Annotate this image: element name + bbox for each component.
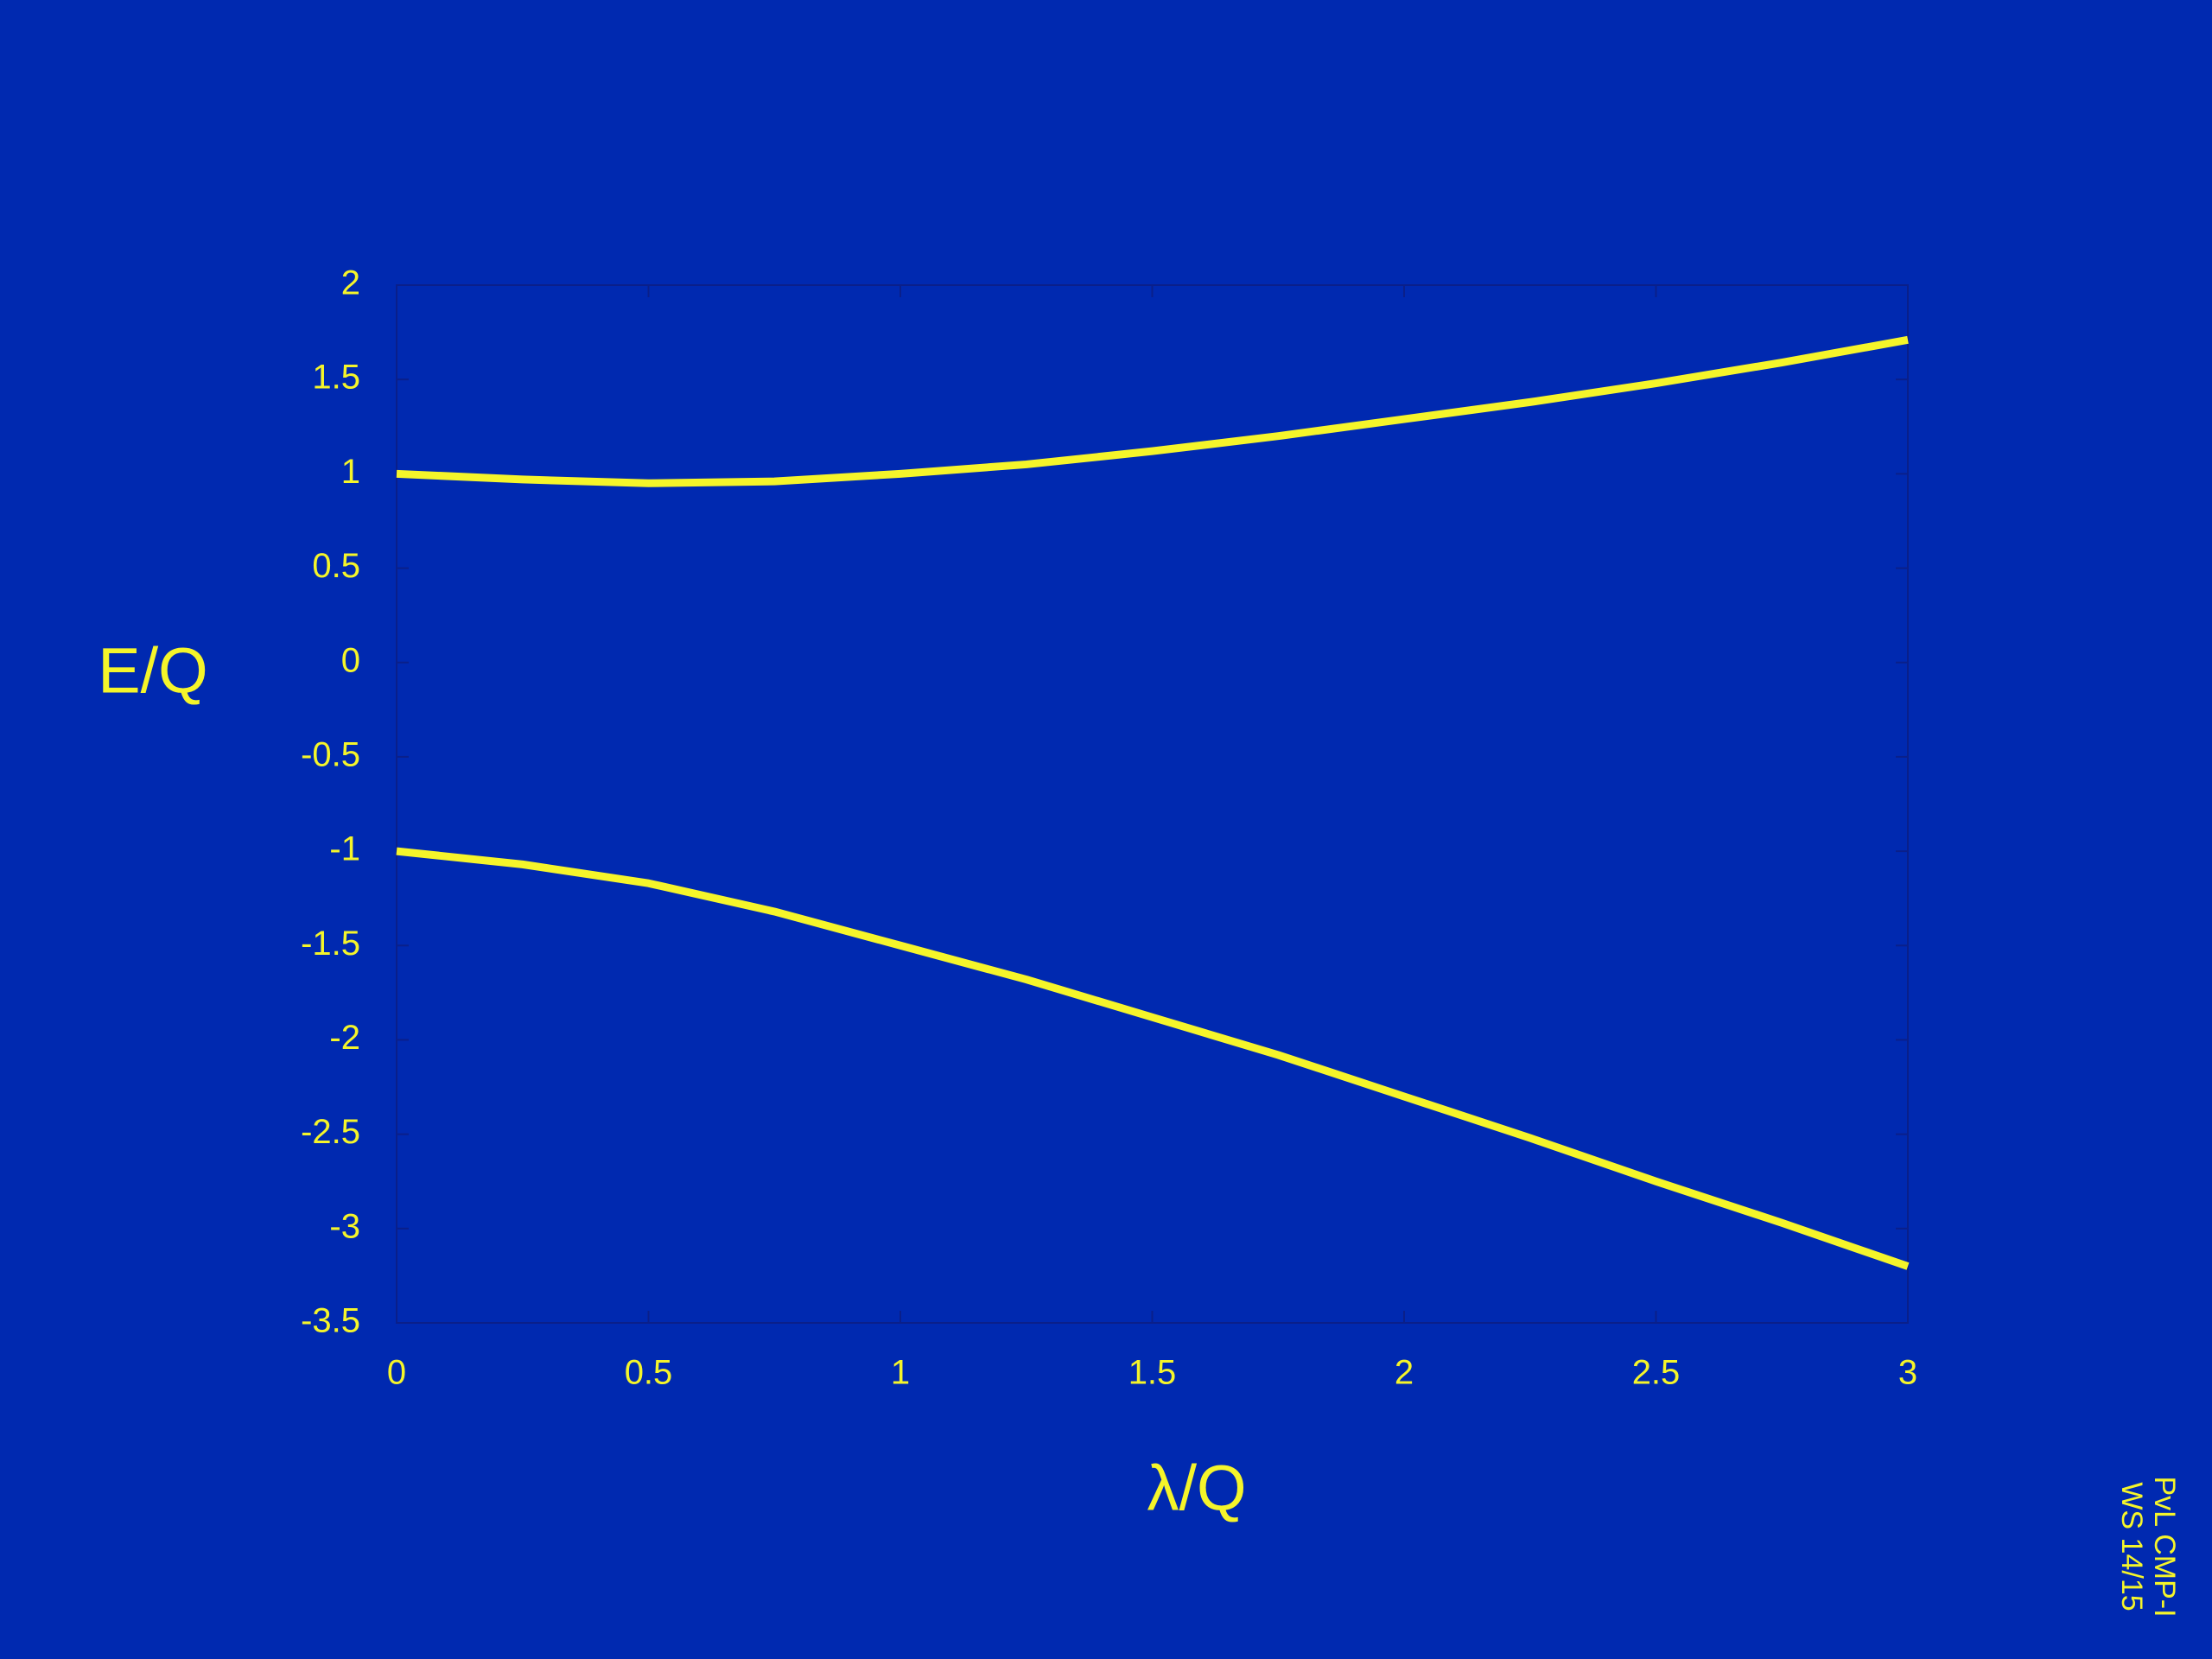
x-tick-label: 2 bbox=[1395, 1354, 1414, 1392]
y-axis-label: E/Q bbox=[98, 635, 207, 707]
curve bbox=[396, 847, 1910, 1270]
x-tick-label: 1 bbox=[891, 1354, 910, 1392]
y-tick-label: -3.5 bbox=[301, 1302, 360, 1340]
x-axis-label: λ/Q bbox=[1147, 1452, 1246, 1524]
y-tick-label: 0 bbox=[341, 641, 360, 679]
y-tick-label: 2 bbox=[341, 264, 360, 302]
curve bbox=[396, 335, 1909, 487]
x-tick-label: 2.5 bbox=[1632, 1354, 1681, 1392]
y-tick-label: -1 bbox=[329, 830, 360, 868]
x-tick-label: 3 bbox=[1898, 1354, 1917, 1392]
y-tick-label: -3 bbox=[329, 1207, 360, 1245]
y-tick-label: 1 bbox=[341, 453, 360, 491]
footnote: PvL CMP-I bbox=[2148, 1476, 2181, 1617]
footnote: WS 14/15 bbox=[2115, 1482, 2148, 1611]
y-tick-label: -1.5 bbox=[301, 925, 360, 963]
x-tick-label: 1.5 bbox=[1128, 1354, 1177, 1392]
y-tick-label: -2 bbox=[329, 1019, 360, 1057]
y-tick-label: 1.5 bbox=[312, 359, 360, 397]
x-tick-label: 0.5 bbox=[625, 1354, 673, 1392]
x-tick-label: 0 bbox=[387, 1354, 406, 1392]
y-tick-label: -2.5 bbox=[301, 1113, 360, 1151]
y-tick-label: -0.5 bbox=[301, 735, 360, 773]
y-tick-label: 0.5 bbox=[312, 547, 360, 585]
